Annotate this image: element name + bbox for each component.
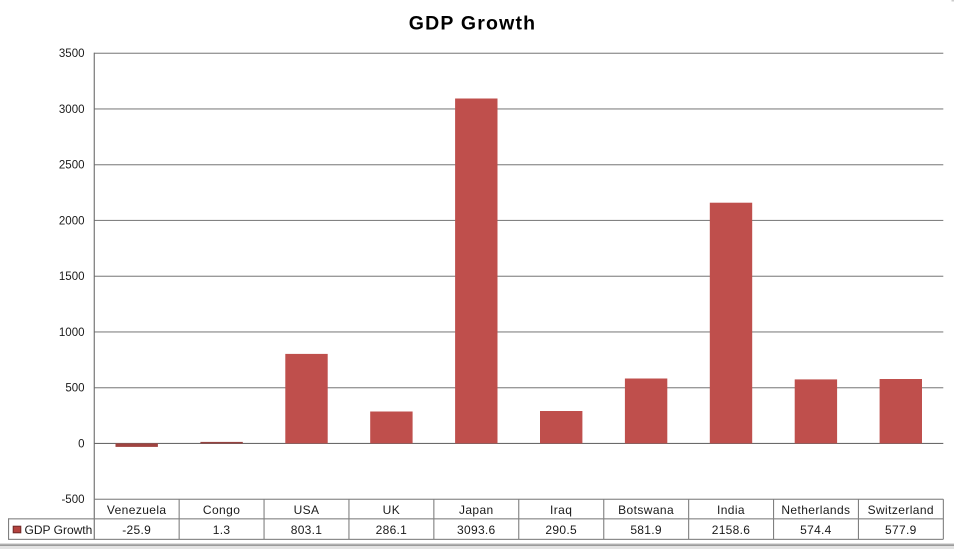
svg-text:0: 0 [78, 438, 84, 450]
svg-text:2000: 2000 [59, 215, 85, 227]
svg-text:Venezuela: Venezuela [107, 503, 167, 517]
svg-text:Japan: Japan [459, 503, 494, 517]
svg-text:581.9: 581.9 [630, 523, 662, 537]
svg-text:803.1: 803.1 [291, 523, 323, 537]
svg-text:2500: 2500 [59, 160, 85, 172]
svg-text:290.5: 290.5 [545, 523, 577, 537]
svg-text:3000: 3000 [59, 104, 85, 116]
svg-text:1000: 1000 [59, 327, 85, 339]
svg-text:3093.6: 3093.6 [457, 523, 496, 537]
svg-text:USA: USA [294, 503, 320, 517]
svg-text:UK: UK [383, 503, 400, 517]
svg-text:Botswana: Botswana [618, 503, 674, 517]
svg-text:India: India [717, 503, 745, 517]
svg-text:574.4: 574.4 [800, 523, 832, 537]
svg-text:Congo: Congo [203, 503, 240, 517]
svg-text:GDP Growth: GDP Growth [409, 13, 537, 35]
svg-text:3500: 3500 [59, 48, 85, 60]
svg-text:286.1: 286.1 [376, 523, 408, 537]
svg-text:-500: -500 [61, 494, 84, 506]
svg-text:1500: 1500 [59, 271, 85, 283]
svg-text:GDP Growth: GDP Growth [25, 523, 93, 537]
svg-text:-25.9: -25.9 [122, 523, 151, 537]
svg-text:Iraq: Iraq [550, 503, 572, 517]
svg-text:577.9: 577.9 [885, 523, 917, 537]
svg-text:500: 500 [65, 383, 84, 395]
svg-text:2158.6: 2158.6 [712, 523, 751, 537]
svg-text:Netherlands: Netherlands [781, 503, 850, 517]
svg-text:1.3: 1.3 [213, 523, 231, 537]
svg-text:Switzerland: Switzerland [868, 503, 934, 517]
